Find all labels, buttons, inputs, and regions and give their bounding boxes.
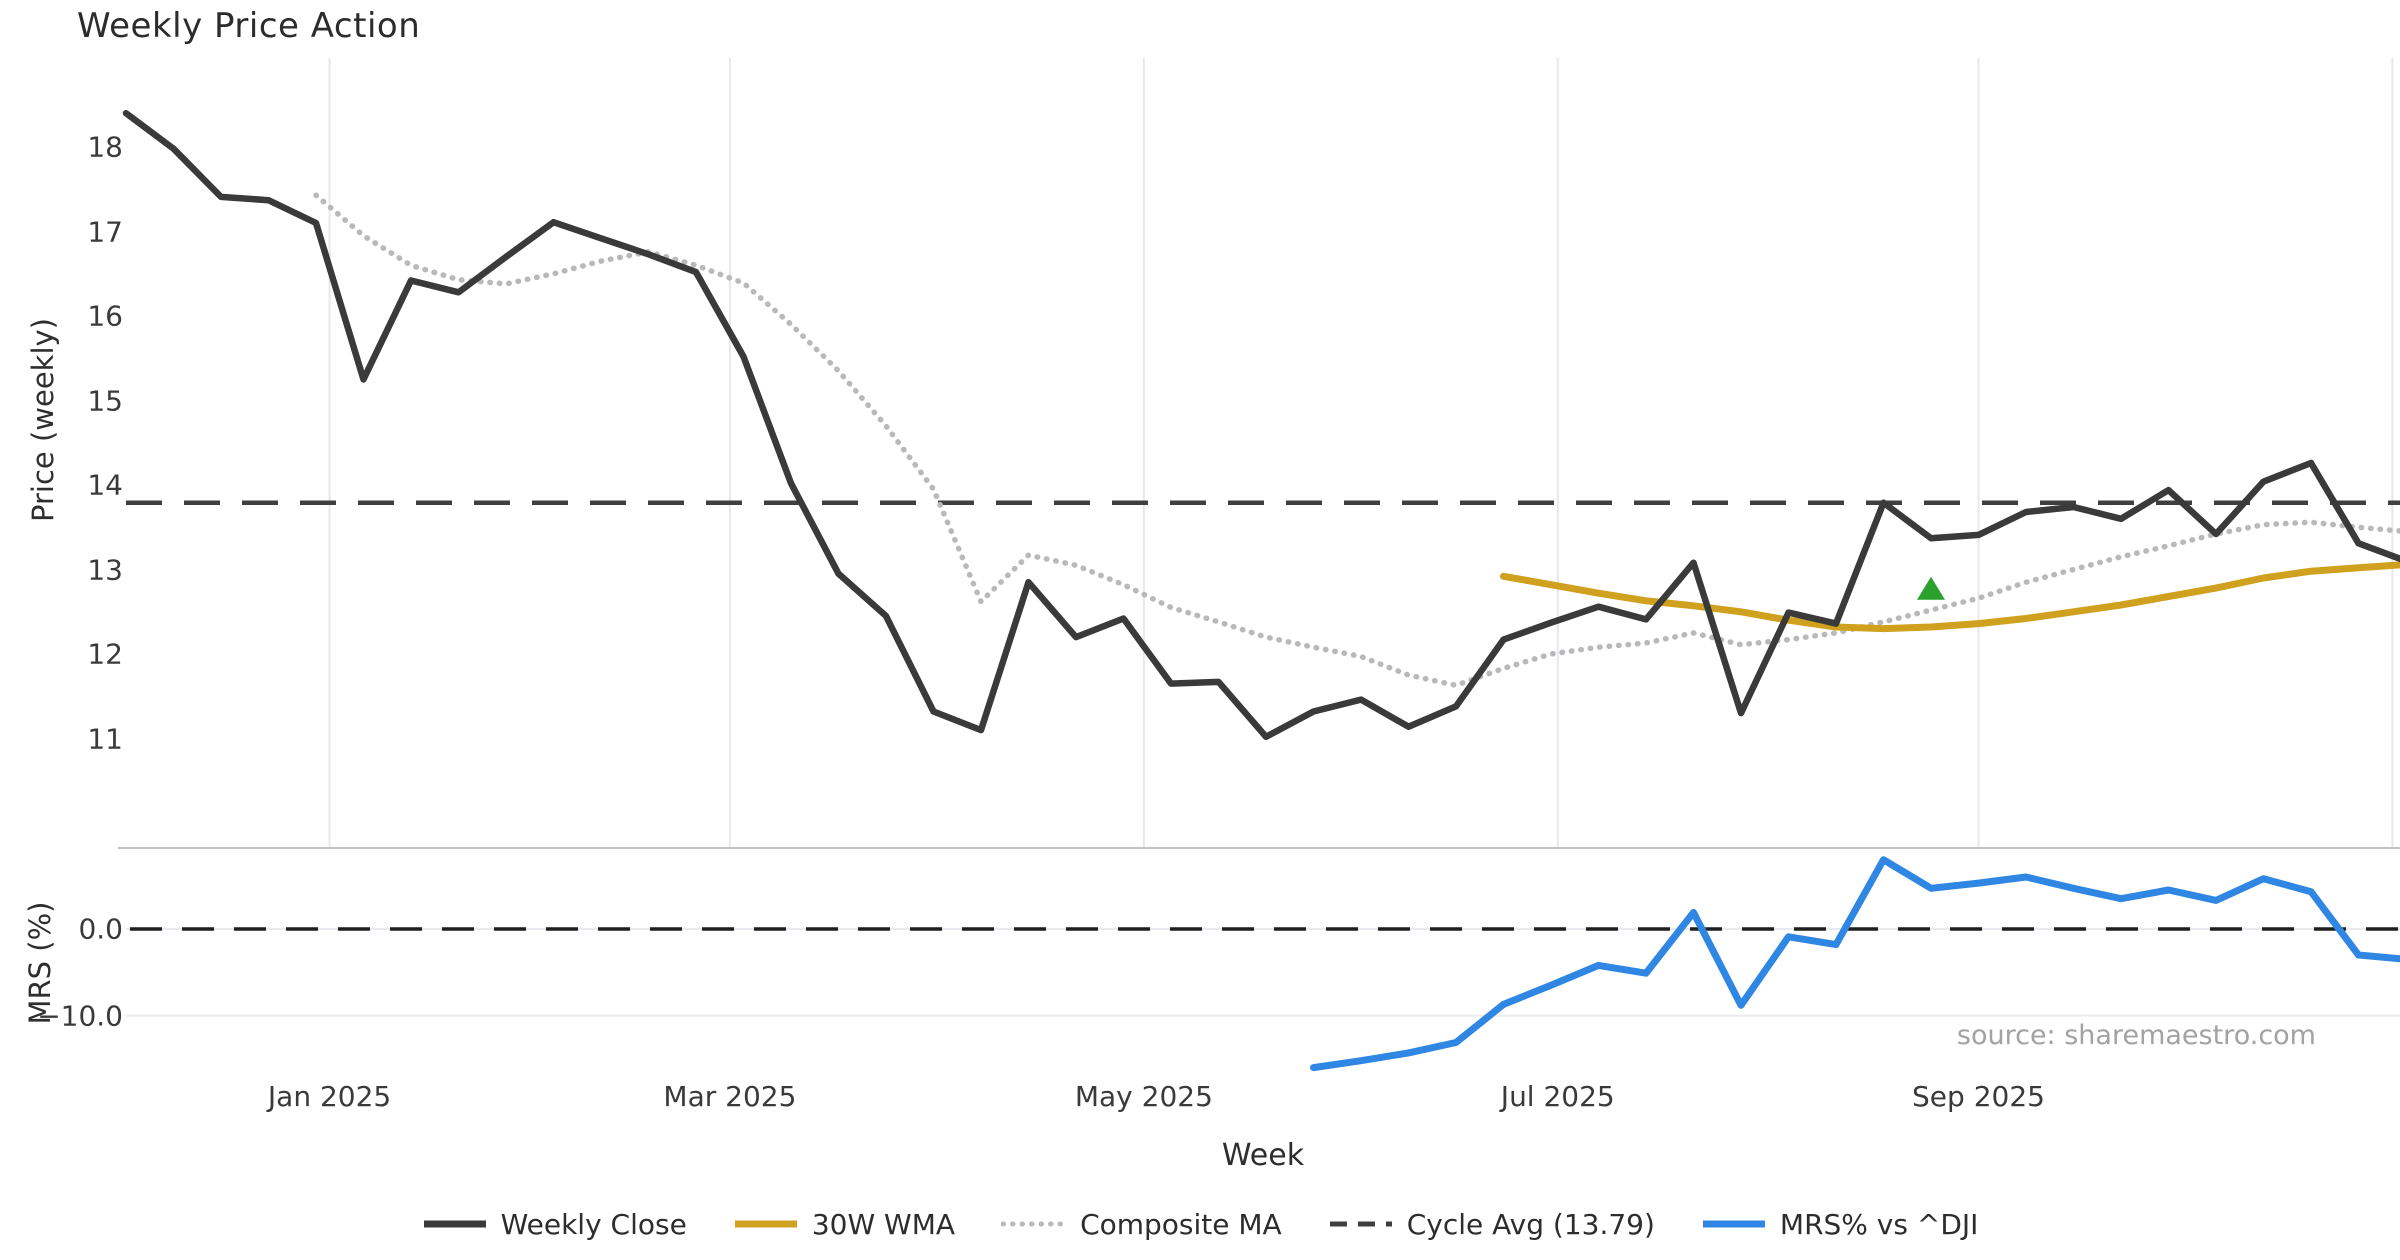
price-tick-label: 15 xyxy=(87,384,123,417)
x-tick-label: May 2025 xyxy=(1074,1080,1213,1113)
x-tick-label: Sep 2025 xyxy=(1912,1080,2045,1113)
source-note: source: sharemaestro.com xyxy=(1956,1020,2316,1051)
legend-item-weekly-close: Weekly Close xyxy=(422,1208,687,1241)
x-axis-label: Week xyxy=(1221,1138,1305,1173)
legend: Weekly Close 30W WMA Composite MA Cycle … xyxy=(0,1208,2400,1241)
cycle-avg-swatch-icon xyxy=(1328,1215,1394,1234)
x-tick-label: Jul 2025 xyxy=(1500,1080,1615,1113)
composite-ma-line xyxy=(313,192,2400,689)
page-title: Weekly Price Action xyxy=(77,6,421,46)
weekly-close-line xyxy=(122,109,2400,741)
weekly-close-swatch-icon xyxy=(422,1215,488,1234)
price-tick-label: 12 xyxy=(87,637,123,671)
price-tick-label: 16 xyxy=(87,299,123,333)
x-tick-label: Mar 2025 xyxy=(663,1080,797,1113)
price-tick-label: 14 xyxy=(87,468,123,502)
legend-item-cycle-avg: Cycle Avg (13.79) xyxy=(1328,1208,1655,1241)
mrs-tick-label: −10.0 xyxy=(37,999,123,1033)
composite-ma-swatch-icon xyxy=(1000,1215,1068,1234)
price-tick-label: 17 xyxy=(87,215,123,248)
signal-triangle-marker xyxy=(1917,576,1945,600)
mrs-line xyxy=(1310,856,2400,1072)
price-tick-label: 11 xyxy=(87,722,123,755)
price-tick-label: 18 xyxy=(87,130,123,164)
legend-item-30w-wma: 30W WMA xyxy=(733,1208,955,1241)
legend-item-mrs: MRS% vs ^DJI xyxy=(1701,1208,1978,1241)
mrs-swatch-icon xyxy=(1701,1215,1767,1234)
mrs-tick-label: 0.0 xyxy=(78,912,123,946)
price-tick-label: 13 xyxy=(87,553,123,586)
wma-swatch-icon xyxy=(733,1215,799,1234)
wma-line xyxy=(1500,561,2400,633)
price-axis-label: Price (weekly) xyxy=(26,317,60,523)
legend-item-composite-ma: Composite MA xyxy=(1000,1208,1282,1241)
x-tick-label: Jan 2025 xyxy=(267,1080,392,1113)
